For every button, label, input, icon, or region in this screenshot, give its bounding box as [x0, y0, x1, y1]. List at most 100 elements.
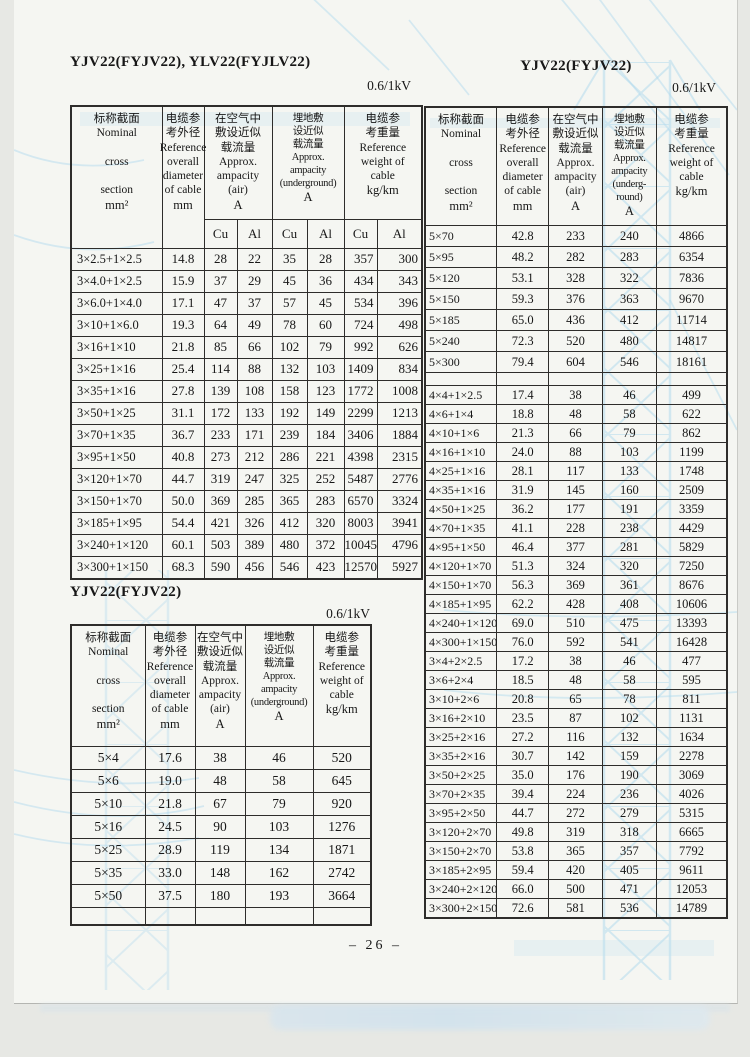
cell: 541 [601, 632, 658, 653]
cell: 3×70+1×35 [70, 423, 163, 447]
cell: 3069 [656, 765, 728, 786]
cell: 510 [548, 613, 603, 634]
cell: 238 [601, 518, 658, 539]
cell: 5×185 [424, 309, 497, 332]
cell: 281 [601, 537, 658, 558]
cell: 19.3 [161, 313, 205, 337]
cell: 369 [203, 489, 238, 513]
table-row: 3×120+2×70 49.8 319 318 6665 [424, 822, 728, 843]
table-row: 5×240 72.3 520 480 14817 [424, 330, 728, 353]
cell: 60 [306, 313, 345, 337]
table-row: 4×25+1×16 28.1 117 133 1748 [424, 461, 728, 482]
cell: 46 [244, 745, 314, 770]
subheader-al: Al [376, 218, 423, 249]
cell: 546 [601, 351, 658, 374]
cell: 72.6 [495, 898, 550, 919]
cell: 4×10+1×6 [424, 423, 497, 444]
cell: 8003 [343, 511, 378, 535]
cell: 4×6+1×4 [424, 404, 497, 425]
table-title: YJV22(FYJV22), YLV22(FYJLV22) [70, 54, 311, 70]
cell: 88 [236, 357, 273, 381]
cell: 273 [203, 445, 238, 469]
cell: 37.5 [144, 883, 196, 908]
cell: 1131 [656, 708, 728, 729]
cell: 369 [548, 575, 603, 596]
cell: 1772 [343, 379, 378, 403]
cell: 7792 [656, 841, 728, 862]
table-row: 3×6+2×4 18.5 48 58 595 [424, 670, 728, 691]
table-block-yjv22-small: YJV22(FYJV22) 0.6/1kV 标称截面 Nominal cross… [70, 584, 372, 926]
cell: 224 [548, 784, 603, 805]
cell: 184 [306, 423, 345, 447]
cell: 132 [271, 357, 308, 381]
cell: 357 [343, 247, 378, 271]
cell: 3×4+2×2.5 [424, 651, 497, 672]
cell: 58 [601, 670, 658, 691]
cell: 49 [236, 313, 273, 337]
cell: 53.1 [495, 267, 550, 290]
header-ampacity-underground: 埋地敷 设近似 载流量 Approx. ampacity (undergroun… [244, 624, 314, 747]
cell: 12053 [656, 879, 728, 900]
cable-spec-table-cu-al: 标称截面 Nominal cross section mm² 电缆参 考外径 R… [70, 105, 424, 580]
cell: 31.9 [495, 480, 550, 501]
cell: 162 [244, 860, 314, 885]
cell: 3×4.0+1×2.5 [70, 269, 163, 293]
cell: 5×95 [424, 246, 497, 269]
cell: 3×95+1×50 [70, 445, 163, 469]
cell: 45 [271, 269, 308, 293]
cell: 7836 [656, 267, 728, 290]
cell: 22 [236, 247, 273, 271]
cell: 992 [343, 335, 378, 359]
table-row: 3×300+1×150 68.3 590 456 546 423 12570 5927 [70, 555, 423, 579]
cell: 3×50+2×25 [424, 765, 497, 786]
cell: 19.0 [144, 768, 196, 793]
cell: 3×150+2×70 [424, 841, 497, 862]
cell: 7250 [656, 556, 728, 577]
cell: 3×185+1×95 [70, 511, 163, 535]
cell: 285 [236, 489, 273, 513]
cell: 3941 [376, 511, 423, 535]
header-ampacity-air: 在空气中 敷设近似 载流量 Approx. ampacity (air) A [548, 106, 603, 227]
cell: 3324 [376, 489, 423, 513]
cell: 233 [203, 423, 238, 447]
subheader-cu: Cu [203, 218, 238, 249]
cell: 456 [236, 555, 273, 579]
cell: 3×120+2×70 [424, 822, 497, 843]
cell: 1409 [343, 357, 378, 381]
cell: 436 [548, 309, 603, 332]
table-row: 5×50 37.5 180 193 3664 [70, 883, 372, 908]
cell: 4026 [656, 784, 728, 805]
cell: 59.4 [495, 860, 550, 881]
cell: 29 [236, 269, 273, 293]
cell: 28.1 [495, 461, 550, 482]
cell: 42.8 [495, 225, 550, 248]
cell: 51.3 [495, 556, 550, 577]
table-title: YJV22(FYJV22) [70, 584, 182, 600]
cell: 11714 [656, 309, 728, 332]
table-row: 3×50+2×25 35.0 176 190 3069 [424, 765, 728, 786]
cell: 12570 [343, 555, 378, 579]
cell: 365 [271, 489, 308, 513]
subheader-al: Al [236, 218, 273, 249]
table-row: 3×16+1×10 21.8 85 66 102 79 992 626 [70, 335, 423, 359]
table-row: 3×25+2×16 27.2 116 132 1634 [424, 727, 728, 748]
table-row: 3×185+1×95 54.4 421 326 412 320 8003 3941 [70, 511, 423, 535]
cell: 60.1 [161, 533, 205, 557]
cell: 252 [306, 467, 345, 491]
cell: 626 [376, 335, 423, 359]
page-number: – 26 – [349, 938, 402, 953]
voltage-rating: 0.6/1kV [672, 80, 716, 95]
table-row: 3×6.0+1×4.0 17.1 47 37 57 45 534 396 [70, 291, 423, 315]
cell: 78 [271, 313, 308, 337]
cell: 65.0 [495, 309, 550, 332]
cell: 5×50 [70, 883, 146, 908]
cell: 158 [271, 379, 308, 403]
cell: 5×6 [70, 768, 146, 793]
cell: 3664 [312, 883, 372, 908]
header-reference-diameter: 电缆参 考外径 Reference overall diameter of ca… [495, 106, 550, 227]
cell: 428 [548, 594, 603, 615]
cell: 79 [601, 423, 658, 444]
cell: 421 [203, 511, 238, 535]
cell: 604 [548, 351, 603, 374]
header-reference-weight: 电缆参 考重量 Reference weight of cable kg/km [656, 106, 728, 227]
